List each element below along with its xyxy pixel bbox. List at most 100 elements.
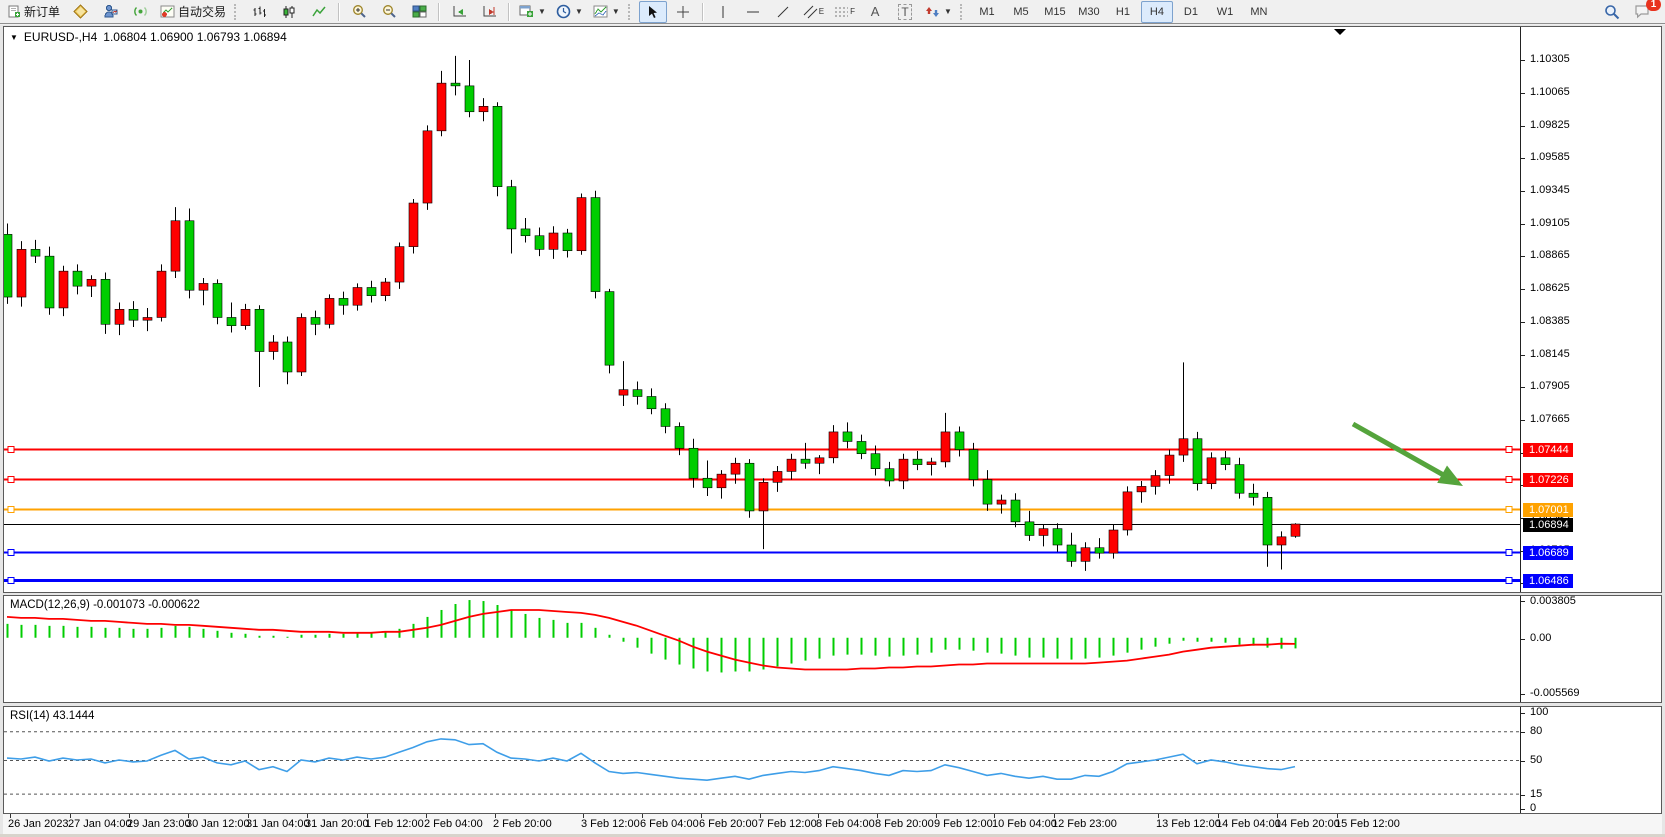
bear-candle[interactable]: [100, 279, 111, 325]
bear-candle[interactable]: [366, 287, 377, 296]
bear-candle[interactable]: [464, 85, 475, 113]
annotation-arrow-head[interactable]: [1437, 465, 1463, 486]
bear-candle[interactable]: [660, 408, 671, 427]
bull-candle[interactable]: [1206, 457, 1217, 484]
bear-candle[interactable]: [646, 396, 657, 410]
bear-candle[interactable]: [870, 453, 881, 470]
bull-candle[interactable]: [758, 482, 769, 512]
bear-candle[interactable]: [310, 317, 321, 325]
bear-candle[interactable]: [282, 341, 293, 373]
hline-handle[interactable]: [1505, 506, 1513, 513]
autotrading-button[interactable]: 自动交易: [156, 1, 230, 23]
bull-candle[interactable]: [814, 457, 825, 464]
bull-candle[interactable]: [1136, 486, 1147, 493]
bull-candle[interactable]: [394, 246, 405, 283]
date-label[interactable]: 12 Feb 23:00: [1052, 818, 1117, 830]
date-label[interactable]: 27 Jan 04:00: [68, 818, 132, 830]
bull-candle[interactable]: [436, 82, 447, 132]
auto-scroll-button[interactable]: [445, 1, 473, 23]
bull-candle[interactable]: [114, 309, 125, 325]
timeframe-h4[interactable]: H4: [1140, 0, 1173, 23]
bear-candle[interactable]: [968, 449, 979, 480]
bull-candle[interactable]: [422, 130, 433, 204]
indicators-dropdown[interactable]: ▼: [589, 1, 624, 23]
date-label[interactable]: 9 Feb 12:00: [934, 818, 993, 830]
zoom-out-button[interactable]: [375, 1, 403, 23]
toolbar-grip[interactable]: [234, 3, 239, 20]
timeframe-w1[interactable]: W1: [1216, 5, 1234, 18]
date-label[interactable]: 31 Jan 20:00: [305, 818, 369, 830]
bear-candle[interactable]: [1192, 438, 1203, 484]
bear-candle[interactable]: [842, 431, 853, 442]
bear-candle[interactable]: [506, 186, 517, 230]
bull-candle[interactable]: [352, 287, 363, 306]
bull-candle[interactable]: [786, 458, 797, 472]
date-label[interactable]: 8 Feb 20:00: [875, 818, 934, 830]
bear-candle[interactable]: [226, 317, 237, 326]
hline-handle[interactable]: [1505, 577, 1513, 584]
metaeditor-button[interactable]: [66, 1, 94, 23]
bull-candle[interactable]: [898, 458, 909, 482]
date-label[interactable]: 10 Feb 04:00: [992, 818, 1057, 830]
bear-candle[interactable]: [534, 235, 545, 250]
hline-handle[interactable]: [7, 476, 15, 483]
bear-candle[interactable]: [4, 234, 13, 298]
bear-candle[interactable]: [1262, 497, 1273, 546]
bull-candle[interactable]: [576, 197, 587, 252]
bear-candle[interactable]: [884, 468, 895, 482]
bull-candle[interactable]: [1108, 529, 1119, 554]
bear-candle[interactable]: [1066, 544, 1077, 562]
bear-candle[interactable]: [744, 462, 755, 512]
chart-top-marker-icon[interactable]: [1334, 29, 1346, 35]
hline-handle[interactable]: [7, 446, 15, 453]
bear-candle[interactable]: [44, 255, 55, 309]
toolbar-grip[interactable]: [627, 3, 633, 20]
date-label[interactable]: 2 Feb 04:00: [424, 818, 483, 830]
bear-candle[interactable]: [590, 197, 601, 292]
timeframe-m1[interactable]: M1: [979, 5, 995, 18]
bear-candle[interactable]: [1220, 457, 1231, 465]
bull-candle[interactable]: [996, 499, 1007, 505]
bull-candle[interactable]: [408, 202, 419, 247]
bull-candle[interactable]: [1150, 475, 1161, 487]
bear-candle[interactable]: [912, 458, 923, 465]
market-watch-button[interactable]: [96, 1, 124, 23]
periods-dropdown[interactable]: ▼: [552, 1, 587, 23]
bear-candle[interactable]: [688, 447, 699, 479]
search-button[interactable]: [1598, 1, 1626, 23]
bear-candle[interactable]: [1052, 528, 1063, 546]
cursor-button[interactable]: [638, 0, 667, 23]
new-order-button[interactable]: 新订单: [4, 1, 64, 23]
bear-candle[interactable]: [254, 309, 265, 352]
timeframe-m5[interactable]: M5: [1013, 5, 1029, 18]
date-label[interactable]: 30 Jan 12:00: [186, 818, 250, 830]
bear-candle[interactable]: [1094, 547, 1105, 554]
new-chart-dropdown[interactable]: ▼: [515, 1, 550, 23]
text-tool[interactable]: A: [861, 1, 889, 23]
bull-candle[interactable]: [730, 462, 741, 475]
date-label[interactable]: 26 Jan 2023: [8, 818, 69, 830]
bull-candle[interactable]: [828, 431, 839, 459]
bull-candle[interactable]: [16, 249, 27, 298]
arrows-dropdown[interactable]: ▼: [921, 1, 956, 23]
date-label[interactable]: 6 Feb 20:00: [699, 818, 758, 830]
fibonacci-tool[interactable]: F: [830, 1, 859, 23]
bear-candle[interactable]: [1234, 464, 1245, 494]
crosshair-button[interactable]: [669, 1, 697, 23]
bear-candle[interactable]: [1024, 521, 1035, 536]
bear-candle[interactable]: [1248, 492, 1259, 498]
bull-candle[interactable]: [380, 281, 391, 296]
bull-candle[interactable]: [716, 473, 727, 489]
bull-candle[interactable]: [268, 341, 279, 352]
notifications-button[interactable]: 1: [1628, 0, 1661, 23]
bear-candle[interactable]: [562, 232, 573, 252]
hline-handle[interactable]: [7, 577, 15, 584]
bull-candle[interactable]: [618, 389, 629, 396]
collapse-triangle-icon[interactable]: ▼: [10, 32, 18, 42]
hline-handle[interactable]: [1505, 446, 1513, 453]
date-label[interactable]: 14 Feb 20:00: [1275, 818, 1340, 830]
bull-candle[interactable]: [1178, 438, 1189, 456]
line-chart-button[interactable]: [305, 1, 333, 23]
bear-candle[interactable]: [674, 426, 685, 449]
bear-candle[interactable]: [1010, 499, 1021, 523]
